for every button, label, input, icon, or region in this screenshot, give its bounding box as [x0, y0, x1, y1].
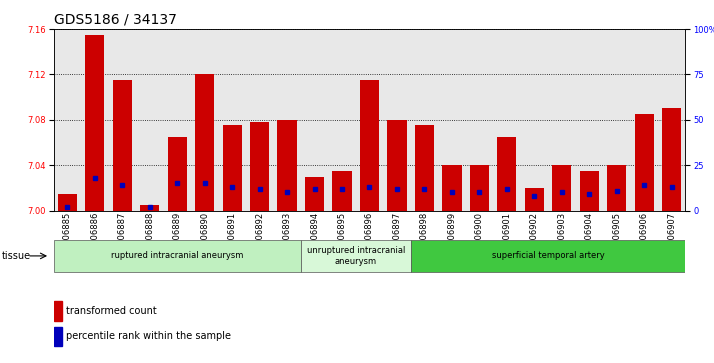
- Bar: [195, 74, 214, 211]
- Bar: [580, 171, 599, 211]
- Text: ruptured intracranial aneurysm: ruptured intracranial aneurysm: [111, 252, 243, 260]
- Bar: [411, 240, 685, 272]
- Bar: [525, 188, 544, 211]
- Bar: [360, 80, 379, 211]
- Bar: [223, 126, 242, 211]
- Bar: [54, 327, 61, 346]
- Bar: [85, 35, 104, 211]
- Bar: [607, 165, 626, 211]
- Bar: [168, 137, 187, 211]
- Text: percentile rank within the sample: percentile rank within the sample: [66, 331, 231, 341]
- Text: tissue: tissue: [2, 251, 31, 261]
- Bar: [388, 120, 406, 211]
- Bar: [113, 80, 132, 211]
- Bar: [54, 240, 301, 272]
- Bar: [140, 205, 159, 211]
- Bar: [58, 193, 77, 211]
- Bar: [497, 137, 516, 211]
- Text: superficial temporal artery: superficial temporal artery: [492, 252, 605, 260]
- Bar: [552, 165, 571, 211]
- Bar: [470, 165, 489, 211]
- Text: transformed count: transformed count: [66, 306, 157, 316]
- Bar: [278, 120, 297, 211]
- Bar: [301, 240, 411, 272]
- Bar: [662, 109, 681, 211]
- Text: GDS5186 / 34137: GDS5186 / 34137: [54, 12, 176, 26]
- Bar: [442, 165, 461, 211]
- Bar: [635, 114, 654, 211]
- Bar: [305, 176, 324, 211]
- Text: unruptured intracranial
aneurysm: unruptured intracranial aneurysm: [306, 246, 405, 266]
- Bar: [415, 126, 434, 211]
- Bar: [333, 171, 351, 211]
- Bar: [54, 301, 61, 321]
- Bar: [250, 122, 269, 211]
